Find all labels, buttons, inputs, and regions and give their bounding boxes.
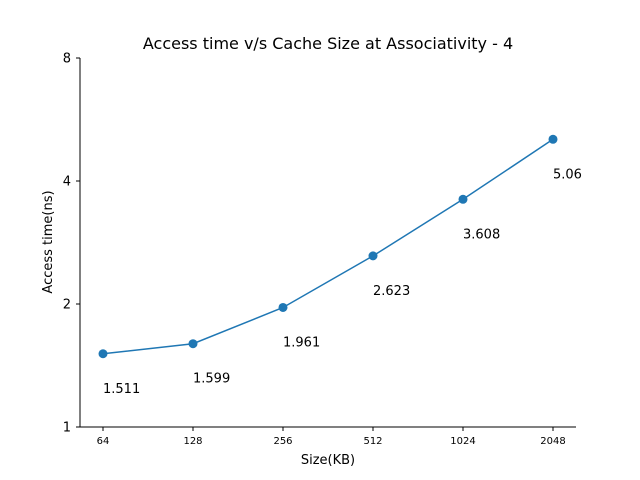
data-label: 2.623: [373, 284, 410, 299]
x-tick-label: 1024: [450, 436, 475, 447]
x-tick-label: 256: [273, 436, 292, 447]
data-point: [278, 302, 288, 312]
data-label: 5.06: [553, 167, 582, 182]
axes: [79, 58, 576, 428]
x-tick-label: 512: [363, 436, 382, 447]
data-point: [98, 349, 108, 359]
data-point: [368, 251, 378, 261]
y-tick-label: 2: [63, 298, 71, 313]
x-tick-label: 2048: [540, 436, 565, 447]
data-point: [458, 194, 468, 204]
y-tick-label: 8: [63, 52, 71, 67]
y-axis-label: Access time(ns): [41, 190, 56, 293]
data-labels: 1.511 1.599 1.961 2.623 3.608 5.06: [103, 167, 582, 396]
y-ticks: 1 2 4 8: [63, 52, 80, 436]
chart-title: Access time v/s Cache Size at Associativ…: [143, 34, 513, 53]
series-line: [102, 138, 554, 355]
data-label: 3.608: [463, 227, 500, 242]
x-axis-label: Size(KB): [301, 453, 355, 468]
data-label: 1.599: [193, 372, 230, 387]
x-tick-label: 64: [97, 436, 110, 447]
data-label: 1.961: [283, 335, 320, 350]
y-tick-label: 4: [63, 175, 71, 190]
data-label: 1.511: [103, 382, 140, 397]
y-tick-label: 1: [63, 421, 71, 436]
data-point: [548, 134, 558, 144]
x-tick-label: 128: [183, 436, 202, 447]
x-ticks: 64 128 256 512 1024 2048: [97, 427, 566, 447]
data-point: [188, 339, 198, 349]
data-points: [98, 134, 558, 359]
